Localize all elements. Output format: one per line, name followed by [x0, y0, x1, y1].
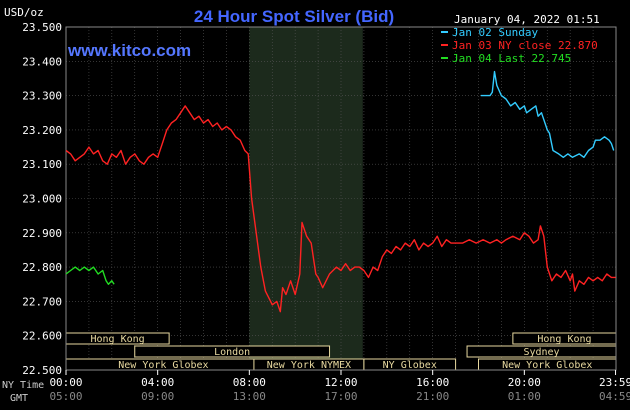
- y-tick-label: 22.900: [22, 227, 62, 240]
- session-label: Sydney: [523, 347, 559, 358]
- legend-entry: Jan 02 Sunday: [452, 26, 538, 39]
- session-box: [134, 345, 331, 358]
- x-tick-ny-label: 12:00: [324, 376, 357, 389]
- y-tick-label: 22.600: [22, 330, 62, 343]
- chart-title: 24 Hour Spot Silver (Bid): [194, 7, 394, 26]
- session-label: New York Globex: [502, 360, 592, 371]
- session-label: Hong Kong: [90, 334, 144, 345]
- x-tick-ny-label: 23:59: [599, 376, 630, 389]
- price-series: [65, 70, 616, 313]
- x-axis-ticks: 00:00 04:00 08:00 12:00 16:00 20:00 23:59 05:00…: [49, 370, 630, 403]
- watermark-link[interactable]: www.kitco.com: [67, 41, 191, 60]
- x-axis-gmt-label: GMT: [10, 393, 28, 404]
- x-tick-gmt-label: 01:00: [508, 390, 541, 403]
- x-tick-ny-label: 04:00: [141, 376, 174, 389]
- y-axis-label: USD/oz: [4, 6, 44, 19]
- series-line: [65, 266, 115, 285]
- x-tick-ny-label: 08:00: [233, 376, 266, 389]
- x-tick-ny-label: 20:00: [508, 376, 541, 389]
- y-axis-ticks: 23.500 23.400 23.300 23.200 23.100 23.000 22.9…: [22, 21, 62, 377]
- x-tick-gmt-label: 21:00: [416, 390, 449, 403]
- x-tick-ny-label: 00:00: [49, 376, 82, 389]
- series-line: [480, 70, 615, 158]
- series-line: [65, 105, 616, 313]
- x-tick-gmt-label: 05:00: [49, 390, 82, 403]
- y-tick-label: 23.300: [22, 90, 62, 103]
- session-label: Hong Kong: [537, 334, 591, 345]
- y-tick-label: 23.500: [22, 21, 62, 34]
- legend-entry: Jan 03 NY close 22.870: [452, 39, 598, 52]
- x-tick-gmt-label: 09:00: [141, 390, 174, 403]
- y-tick-label: 22.800: [22, 261, 62, 274]
- session-label: New York NYMEX: [267, 360, 351, 371]
- y-tick-label: 23.100: [22, 158, 62, 171]
- x-tick-gmt-label: 04:59: [599, 390, 630, 403]
- y-tick-label: 22.500: [22, 364, 62, 377]
- market-sessions: Hong Kong London New York Globex New York N…: [65, 332, 617, 371]
- session-label: London: [214, 347, 250, 358]
- y-tick-label: 23.400: [22, 55, 62, 68]
- y-tick-label: 22.700: [22, 295, 62, 308]
- x-tick-ny-label: 16:00: [416, 376, 449, 389]
- y-tick-label: 23.000: [22, 193, 62, 206]
- session-label: New York Globex: [118, 360, 208, 371]
- y-tick-label: 23.200: [22, 124, 62, 137]
- session-label: NY Globex: [383, 360, 437, 371]
- x-tick-gmt-label: 13:00: [233, 390, 266, 403]
- x-tick-gmt-label: 17:00: [324, 390, 357, 403]
- legend-entry: Jan 04 Last 22.745: [452, 52, 571, 65]
- chart-timestamp: January 04, 2022 01:51: [454, 13, 600, 26]
- x-axis-ny-time-label: NY Time: [2, 380, 44, 391]
